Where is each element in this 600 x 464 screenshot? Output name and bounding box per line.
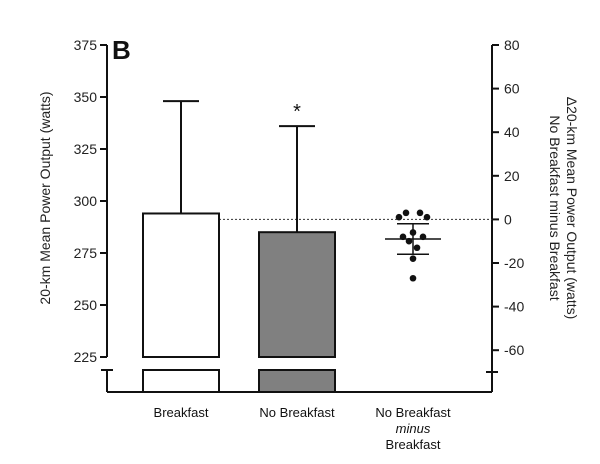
difference-data-point	[402, 209, 410, 217]
right-tick-label: -20	[504, 255, 524, 271]
difference-data-point	[423, 213, 431, 221]
left-tick-label: 300	[74, 193, 98, 209]
difference-data-point	[409, 229, 417, 236]
plot-area: *	[142, 100, 492, 393]
difference-data-point	[405, 237, 413, 245]
difference-data-point	[413, 244, 421, 252]
left-tick-label: 375	[74, 37, 98, 53]
category-label: No Breakfast	[375, 405, 451, 420]
difference-data-point	[395, 213, 403, 221]
right-tick-label: 20	[504, 168, 520, 184]
difference-data-point	[409, 255, 417, 262]
left-tick-label: 325	[74, 141, 98, 157]
significance-marker: *	[293, 101, 301, 123]
difference-data-point	[409, 274, 417, 282]
difference-data-point	[399, 233, 407, 241]
bar	[258, 231, 336, 358]
category-label: Breakfast	[386, 437, 441, 452]
bar	[142, 212, 220, 358]
right-tick-label: 0	[504, 211, 512, 227]
left-tick-label: 225	[74, 349, 98, 365]
category-label: Breakfast	[154, 405, 209, 420]
category-labels: Breakfast No Breakfast No BreakfastminusBr…	[154, 405, 451, 452]
bar-lower-segment	[142, 369, 220, 393]
right-axis-title-line-2: No Breakfast minus Breakfast	[547, 115, 563, 300]
right-tick-label: 80	[504, 37, 520, 53]
panel-label: B	[112, 35, 131, 65]
left-tick-label: 250	[74, 297, 98, 313]
category-label: minus	[396, 421, 431, 436]
right-tick-label: 60	[504, 81, 520, 97]
left-tick-label: 275	[74, 245, 98, 261]
right-tick-label: -60	[504, 342, 524, 358]
left-tick-label: 350	[74, 89, 98, 105]
right-tick-label: 40	[504, 124, 520, 140]
right-axis-title-line-1: Δ20-km Mean Power Output (watts)	[564, 97, 580, 320]
bar-lower-segment	[258, 369, 336, 393]
difference-data-point	[416, 209, 424, 217]
category-label: No Breakfast	[259, 405, 335, 420]
left-axis-title: 20-km Mean Power Output (watts)	[37, 91, 53, 304]
difference-data-point	[419, 233, 427, 241]
right-tick-label: -40	[504, 299, 524, 315]
